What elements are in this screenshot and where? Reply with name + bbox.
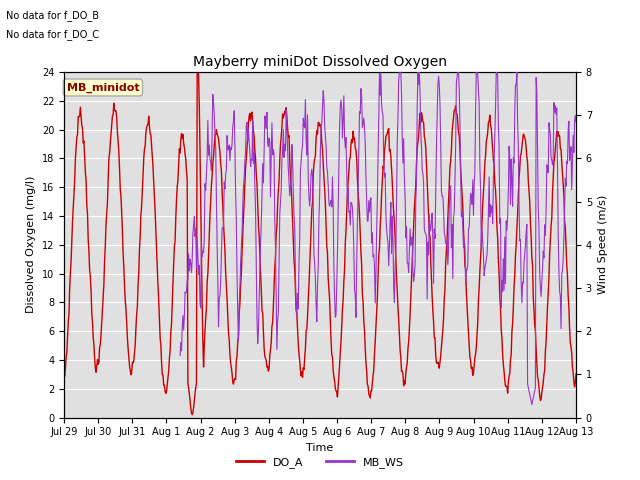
- Title: Mayberry miniDot Dissolved Oxygen: Mayberry miniDot Dissolved Oxygen: [193, 56, 447, 70]
- Text: MB_minidot: MB_minidot: [67, 83, 139, 93]
- Y-axis label: Wind Speed (m/s): Wind Speed (m/s): [598, 195, 607, 294]
- Text: No data for f_DO_C: No data for f_DO_C: [6, 29, 99, 40]
- Y-axis label: Dissolved Oxygen (mg/l): Dissolved Oxygen (mg/l): [26, 176, 36, 313]
- Legend: DO_A, MB_WS: DO_A, MB_WS: [232, 452, 408, 472]
- Text: No data for f_DO_B: No data for f_DO_B: [6, 10, 99, 21]
- X-axis label: Time: Time: [307, 443, 333, 453]
